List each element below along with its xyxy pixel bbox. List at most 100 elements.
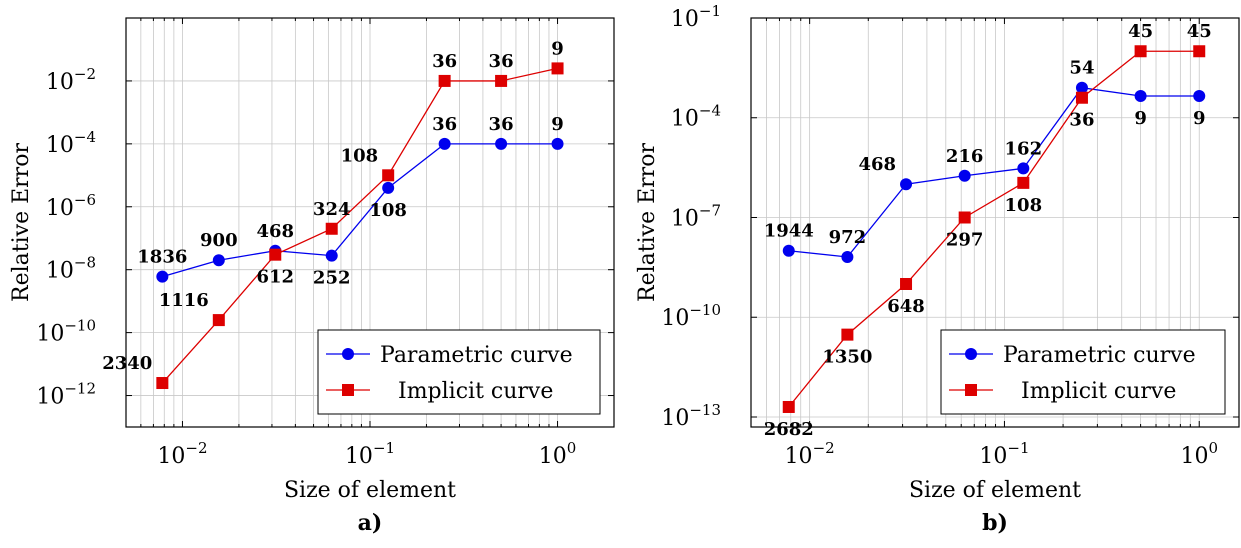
- data-label: 612: [256, 267, 294, 288]
- series-line: [788, 87, 1200, 258]
- y-axis-label: Relative Error: [635, 143, 660, 302]
- y-tick-label: 10−1: [671, 2, 721, 32]
- data-label: 468: [256, 221, 294, 242]
- data-label: 297: [946, 229, 984, 250]
- data-label: 45: [1128, 21, 1153, 42]
- legend-marker: [965, 384, 977, 396]
- x-tick-label: 10−2: [157, 439, 207, 469]
- y-tick-label: 10−2: [46, 65, 96, 95]
- data-label: 36: [489, 51, 514, 72]
- data-label: 252: [313, 268, 351, 289]
- data-label: 36: [489, 114, 514, 135]
- data-point: [382, 181, 395, 194]
- series-implicit: 2682 1350 648 297 108 36 45 45: [764, 21, 1212, 440]
- data-point: [1075, 91, 1088, 104]
- data-point: [841, 328, 854, 341]
- data-label: 2340: [102, 353, 152, 374]
- data-label: 468: [858, 154, 896, 175]
- legend-entry: Implicit curve: [326, 379, 553, 404]
- data-point: [382, 169, 395, 182]
- y-tick-label: 10−10: [36, 317, 96, 347]
- data-label: 9: [1193, 108, 1206, 129]
- data-point: [495, 74, 508, 87]
- series-line: [788, 50, 1200, 408]
- data-label: 1836: [137, 247, 187, 268]
- data-label: 108: [1005, 195, 1043, 216]
- y-tick-label: 10−13: [661, 401, 721, 431]
- data-label: 108: [369, 200, 407, 221]
- data-label: 36: [432, 51, 457, 72]
- data-point: [782, 400, 795, 413]
- data-label: 1116: [159, 290, 209, 311]
- data-label: 36: [1069, 110, 1094, 131]
- x-tick-label: 10−2: [785, 439, 835, 469]
- chart-panel-a: 10−2 10−1 100 10−12 10−10 10−8 10−6 10−4 10−2 Siz…: [9, 17, 615, 536]
- chart-panel-b: 10−2 10−1 100 10−13 10−10 10−7 10−4 10−1 Size of…: [635, 2, 1240, 536]
- data-label: 9: [551, 38, 564, 59]
- legend-label: Implicit curve: [1021, 379, 1176, 404]
- y-tick-label: 10−12: [36, 380, 96, 410]
- data-label: 1944: [764, 221, 814, 242]
- data-label: 324: [313, 199, 351, 220]
- data-label: 1350: [822, 347, 872, 368]
- data-point: [1134, 90, 1147, 103]
- data-point: [269, 248, 282, 261]
- legend-label: Parametric curve: [1003, 343, 1196, 368]
- data-point: [438, 74, 451, 87]
- data-point: [958, 211, 971, 224]
- data-point: [156, 270, 169, 283]
- data-label: 216: [946, 146, 984, 167]
- legend-entry: Parametric curve: [326, 343, 573, 368]
- y-tick-label: 10−4: [46, 128, 96, 158]
- x-axis-label: Size of element: [284, 478, 456, 503]
- data-label: 45: [1187, 21, 1212, 42]
- series-line: [162, 143, 558, 278]
- data-point: [551, 137, 564, 150]
- legend-entry: Parametric curve: [949, 343, 1196, 368]
- data-label: 9: [551, 114, 564, 135]
- legend: Parametric curve Implicit curve: [317, 329, 601, 415]
- panel-label: b): [982, 510, 1008, 536]
- series-implicit: 2340 1116 612 324 108 36 36 9: [102, 38, 564, 390]
- y-axis-label: Relative Error: [9, 143, 34, 302]
- x-tick-label: 100: [539, 439, 577, 469]
- data-point: [1017, 176, 1030, 189]
- data-point: [841, 250, 854, 263]
- data-point: [212, 254, 225, 267]
- legend-label: Implicit curve: [398, 379, 553, 404]
- x-axis-label: Size of element: [909, 478, 1081, 503]
- data-label: 972: [829, 227, 867, 248]
- x-tick-label: 100: [1180, 439, 1218, 469]
- y-tick-label: 10−8: [46, 254, 96, 284]
- series-line: [161, 67, 558, 384]
- data-label: 108: [341, 145, 379, 166]
- data-label: 36: [432, 114, 457, 135]
- y-tick-label: 10−7: [671, 201, 721, 231]
- y-tick-label: 10−6: [46, 191, 96, 221]
- data-point: [900, 178, 913, 191]
- series-parametric: 1944 972 468 216 162 54 9 9: [764, 58, 1206, 263]
- legend-entry: Implicit curve: [949, 379, 1176, 404]
- data-point: [1193, 45, 1206, 58]
- data-point: [900, 277, 913, 290]
- data-point: [1075, 81, 1088, 94]
- data-label: 9: [1134, 108, 1147, 129]
- y-tick-label: 10−4: [671, 102, 721, 132]
- data-point: [495, 137, 508, 150]
- data-label: 648: [887, 296, 925, 317]
- data-point: [551, 62, 564, 75]
- legend-marker: [965, 348, 977, 360]
- data-point: [1134, 45, 1147, 58]
- data-label: 162: [1005, 138, 1043, 159]
- legend-box: [940, 329, 1226, 415]
- legend-marker: [342, 384, 354, 396]
- data-point: [325, 249, 338, 262]
- legend-marker: [342, 348, 354, 360]
- data-point: [782, 244, 795, 257]
- legend-box: [317, 329, 601, 415]
- data-point: [212, 314, 225, 327]
- data-point: [1193, 90, 1206, 103]
- data-point: [958, 169, 971, 182]
- data-label: 900: [200, 230, 238, 251]
